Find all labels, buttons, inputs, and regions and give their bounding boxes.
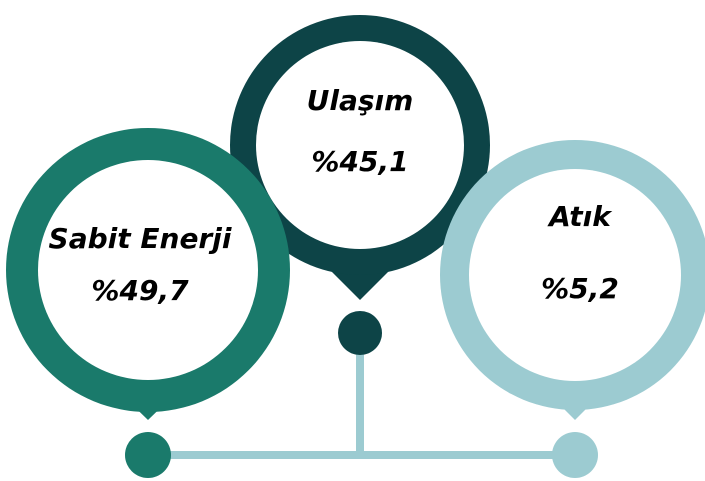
node-value: %5,2 — [541, 272, 619, 305]
node-label: Ulaşım — [307, 84, 414, 117]
node-label: Atık — [547, 200, 613, 233]
pin-atik: Atık %5,2 — [440, 140, 705, 420]
connector-dot — [125, 432, 171, 478]
connector-dot — [338, 311, 382, 355]
connector-dot — [552, 432, 598, 478]
pin-sabit-enerji: Sabit Enerji %49,7 — [6, 128, 290, 420]
node-value: %49,7 — [91, 274, 189, 307]
pin-face — [469, 169, 681, 381]
node-label: Sabit Enerji — [49, 222, 232, 255]
pin-face — [38, 160, 258, 380]
pin-ulasim: Ulaşım %45,1 — [230, 15, 490, 300]
node-value: %45,1 — [311, 145, 408, 178]
pin-face — [256, 41, 464, 249]
